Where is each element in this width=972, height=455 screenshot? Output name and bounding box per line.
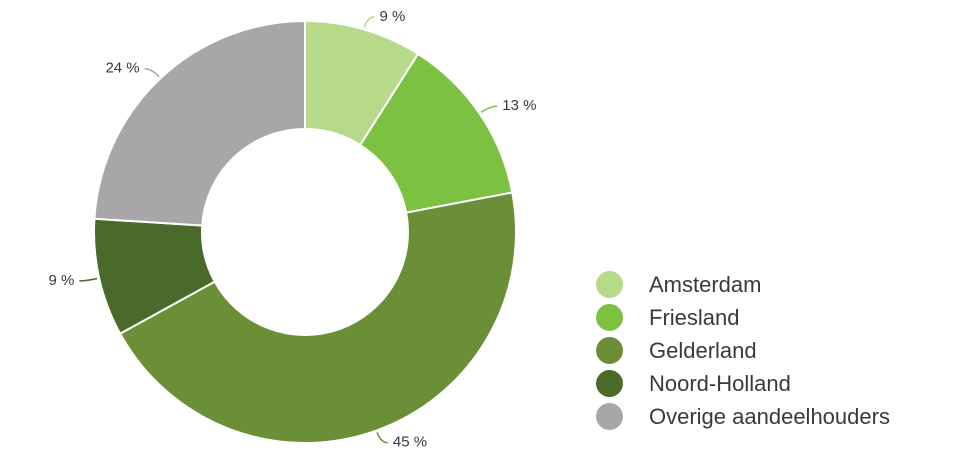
- legend-item-overige-aandeelhouders: Overige aandeelhouders: [596, 400, 890, 433]
- leader-line-gelderland: [376, 432, 388, 444]
- legend-item-gelderland: Gelderland: [596, 334, 890, 367]
- legend-swatch-friesland: [596, 304, 623, 331]
- slice-friesland: [358, 52, 514, 214]
- legend-swatch-overige-aandeelhouders: [596, 403, 623, 430]
- legend-swatch-amsterdam: [596, 271, 623, 298]
- data-label-overige-aandeelhouders: 24 %: [105, 60, 139, 77]
- legend-label-overige-aandeelhouders: Overige aandeelhouders: [649, 403, 890, 429]
- legend-label-friesland: Friesland: [649, 304, 740, 330]
- data-label-noord-holland: 9 %: [49, 272, 75, 289]
- slice-overige-aandeelhouders: [93, 19, 306, 227]
- legend-swatch-noord-holland: [596, 370, 623, 397]
- slice-gelderland: [118, 191, 517, 444]
- data-label-friesland: 13 %: [502, 97, 536, 114]
- donut-slices: [93, 19, 517, 444]
- leader-line-overige-aandeelhouders: [144, 67, 160, 78]
- chart-legend: Amsterdam Friesland Gelderland Noord-Hollan…: [596, 268, 890, 433]
- legend-item-noord-holland: Noord-Holland: [596, 367, 890, 400]
- leader-line-amsterdam: [363, 16, 375, 28]
- data-label-amsterdam: 9 %: [379, 8, 405, 25]
- legend-label-gelderland: Gelderland: [649, 337, 757, 363]
- legend-swatch-gelderland: [596, 337, 623, 364]
- legend-item-friesland: Friesland: [596, 301, 890, 334]
- data-label-gelderland: 45 %: [393, 434, 427, 451]
- leader-line-noord-holland: [79, 277, 98, 282]
- label-leader-lines: [79, 16, 498, 444]
- legend-item-amsterdam: Amsterdam: [596, 268, 890, 301]
- data-labels: 9 % 13 % 45 % 9 % 24 %: [49, 8, 537, 451]
- leader-line-friesland: [480, 105, 498, 113]
- legend-label-amsterdam: Amsterdam: [649, 271, 762, 297]
- legend-label-noord-holland: Noord-Holland: [649, 370, 791, 396]
